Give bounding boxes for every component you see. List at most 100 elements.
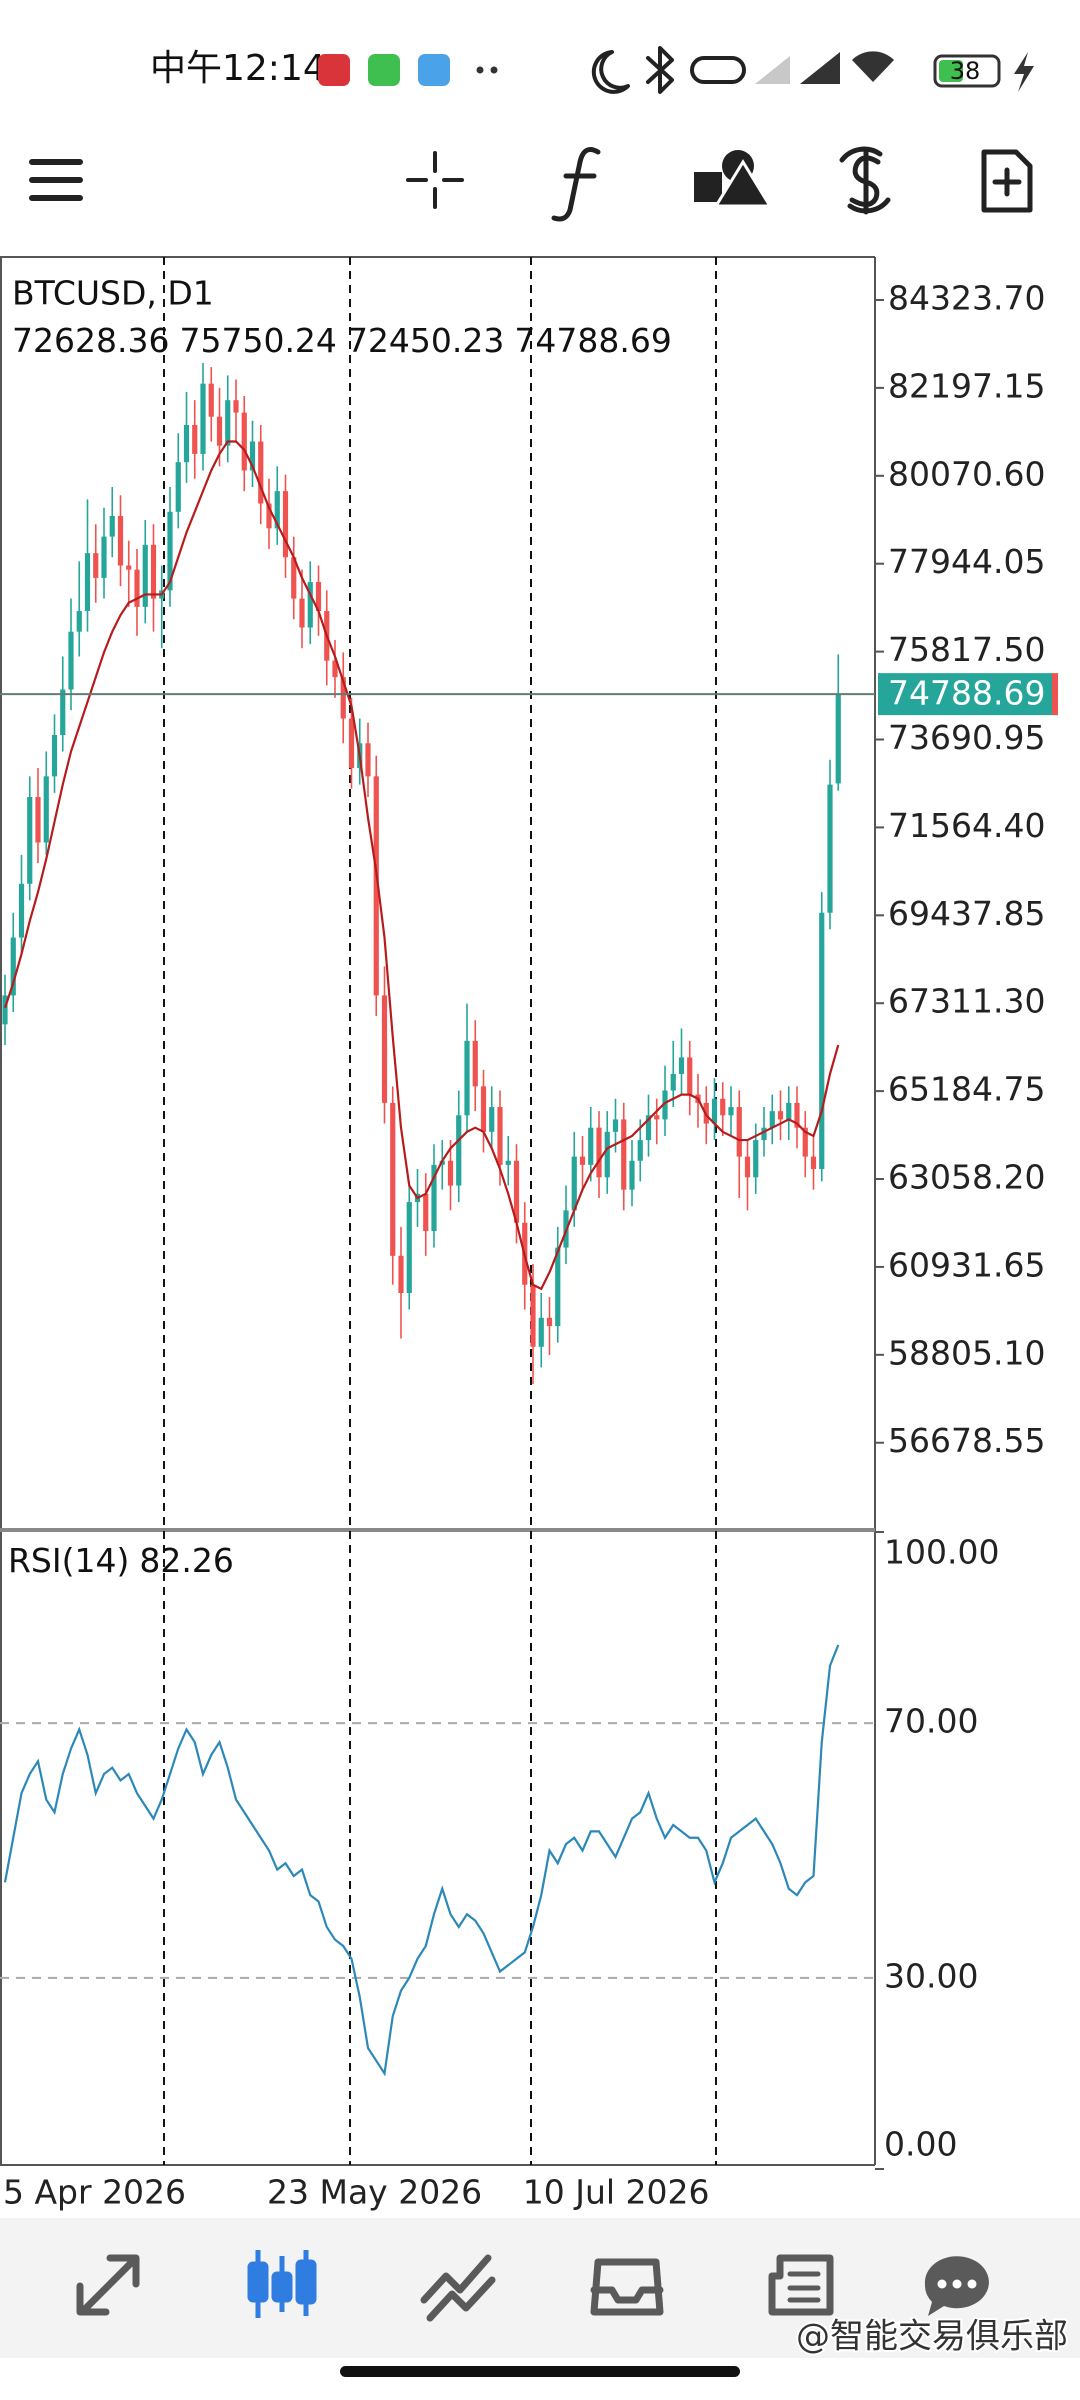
period-separators [163,257,717,2165]
tab-icon [937,2279,947,2289]
x-tick-label: 5 Apr 2026 [3,2173,186,2212]
menu-button[interactable] [29,159,83,201]
y-tick-label: 73690.95 [888,718,1045,757]
candle-body [51,735,58,777]
app-icon [318,54,350,86]
candle-body [777,1111,784,1120]
candle-body [555,1247,561,1327]
dollar-icon [849,147,881,215]
candle-body [579,1156,586,1165]
dots [476,66,484,74]
quotes-tab[interactable] [76,2254,140,2316]
triangle-icon [713,159,773,208]
dots [490,66,498,74]
y-tick-label: 69437.85 [888,894,1045,933]
candle-body [538,1317,544,1347]
y-tick-label: 67311.30 [888,982,1045,1021]
app-icon [418,54,450,86]
candle-body [381,995,388,1103]
y-tick-label: 80070.60 [888,454,1045,493]
crosshair-button[interactable] [406,151,464,209]
candle-body [687,1057,693,1095]
battery-icon [933,54,1001,88]
candle-body [291,557,297,599]
y-tick-label: 0.00 [884,2125,957,2164]
chat-tab[interactable] [924,2256,989,2316]
candle-body [670,1073,676,1091]
candle-body [315,582,322,611]
menu-icon [29,159,83,201]
tab-icon [271,2271,293,2303]
candle-body [744,1156,751,1178]
new-order-button[interactable] [981,149,1033,213]
news-tab[interactable] [768,2254,834,2316]
y-tick-label: 58805.10 [888,1333,1045,1372]
y-tick-label: 65184.75 [888,1070,1045,1109]
candle-body [43,776,49,843]
candle-body [249,441,256,471]
candle-body [233,400,239,413]
candle-body [546,1317,553,1327]
candle-body [373,776,379,996]
candle-body [101,536,107,578]
candle-body [645,1115,652,1141]
candle-body [2,995,8,1025]
candle-body [282,491,289,558]
moon-icon [591,50,630,94]
candle-body [612,1119,619,1132]
candle-body [183,424,190,463]
candle-body [753,1140,759,1178]
arrows-icon [839,146,891,214]
candle-body [406,1202,412,1294]
candle-body [266,503,272,529]
candle-body [761,1127,767,1141]
y-tick-label: 63058.20 [888,1158,1045,1197]
chart-area[interactable]: BTCUSD, D1 72628.36 75750.24 72450.23 74788.… [0,256,1058,2212]
y-tick-label: 75817.50 [888,630,1045,669]
trade-tab[interactable] [420,2254,496,2322]
candle-body [456,1115,462,1186]
candle-body [84,553,91,611]
candle-body [390,1102,396,1256]
status-time: 中午12:14 [150,48,326,89]
candle-body [794,1102,800,1128]
price-label: 74788.69 [888,674,1045,713]
home-indicator [340,2366,740,2377]
tab-icon [952,2279,962,2289]
candle-body [497,1107,503,1165]
x-tick-label: 10 Jul 2026 [523,2173,710,2212]
indicator-name: RSI(14) [8,1541,129,1580]
candle-body [604,1131,610,1178]
history-tab[interactable] [590,2258,664,2316]
tab-icon [247,2261,269,2303]
candle-body [225,400,231,446]
wifi-icon [852,51,894,82]
tab-icon [768,2254,834,2316]
candle-body [134,569,140,607]
app-icon [368,54,400,86]
trade-button[interactable] [839,146,891,215]
square-icon [694,172,722,202]
candle-body [571,1156,577,1211]
candle-body [35,797,41,843]
candle-body [819,912,825,1170]
y-tick-label: 71564.40 [888,806,1045,845]
candle-body [588,1127,594,1165]
candle-body [241,412,247,471]
price-label-bg [878,673,1052,716]
x-tick-label: 23 May 2026 [267,2173,482,2212]
signal-icon [800,52,840,84]
candle-body [662,1090,668,1120]
indicators-button[interactable] [551,147,601,222]
indicator-value: 82.26 [139,1541,233,1580]
tab-icon [295,2259,317,2305]
candle-body [10,937,16,996]
candle-body [142,544,148,607]
plus-icon [992,167,1022,197]
chart-tab[interactable] [247,2250,317,2318]
y-tick-label: 100.00 [884,1533,999,1572]
objects-button[interactable] [694,150,773,208]
